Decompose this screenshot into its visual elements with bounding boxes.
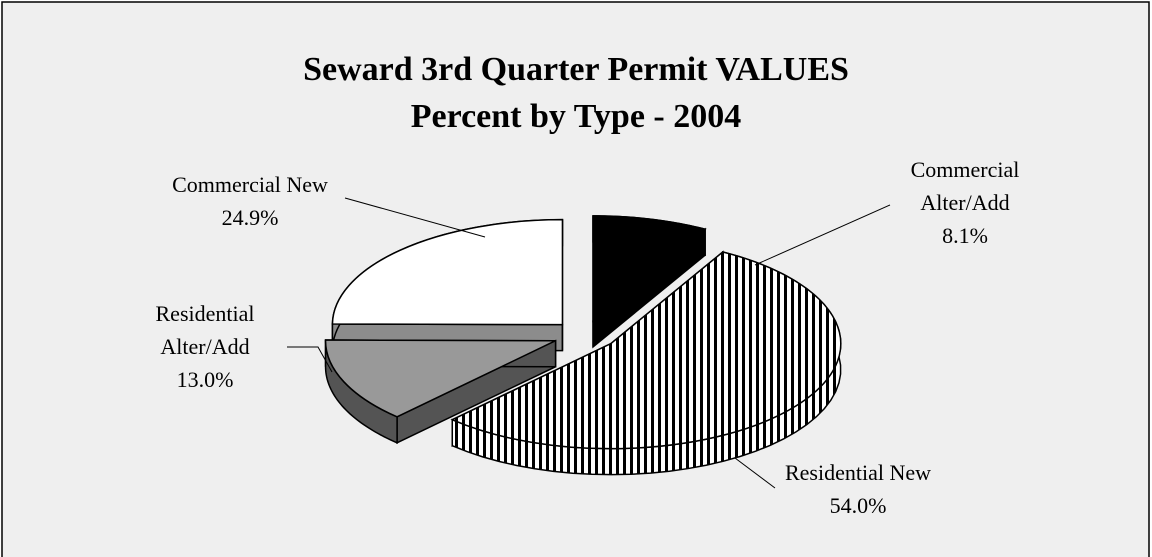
slice-label: Residential New 54.0% — [758, 456, 958, 522]
pie-slice — [324, 339, 556, 418]
leader-line — [754, 204, 891, 266]
pie-slice — [331, 218, 564, 326]
value-label: 54.0% — [829, 493, 887, 518]
chart-subtitle: Percent by Type - 2004 — [411, 98, 742, 135]
leader-line — [344, 197, 486, 238]
leader-lines — [287, 197, 891, 489]
value-label: 8.1% — [942, 223, 988, 248]
category-label: Residential Alter/Add — [155, 301, 255, 359]
pie — [324, 215, 842, 476]
slice-label: Commercial Alter/Add 8.1% — [895, 153, 1035, 252]
category-label: Commercial New — [172, 172, 328, 197]
pie-slice — [592, 215, 707, 323]
category-label: Commercial Alter/Add — [910, 157, 1020, 215]
value-label: 24.9% — [221, 205, 279, 230]
pie-slice — [450, 251, 842, 450]
slice-label: Residential Alter/Add 13.0% — [140, 297, 270, 396]
slice-label: Commercial New 24.9% — [150, 168, 350, 234]
leader-line — [734, 457, 776, 489]
chart-title: Seward 3rd Quarter Permit VALUES — [303, 51, 849, 88]
value-label: 13.0% — [176, 367, 234, 392]
category-label: Residential New — [784, 460, 932, 485]
leader-line — [287, 346, 333, 373]
